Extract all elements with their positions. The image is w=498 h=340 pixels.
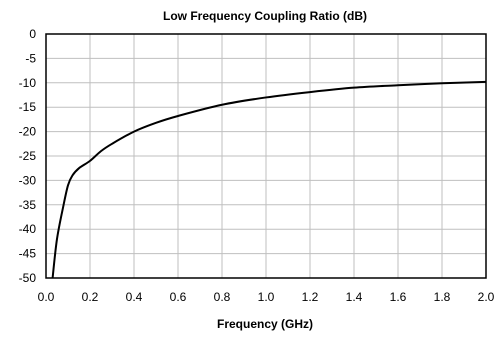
y-tick-label: -50 xyxy=(19,271,37,285)
y-tick-label: -30 xyxy=(19,173,37,187)
y-tick-label: -15 xyxy=(19,100,37,114)
x-tick-label: 2.0 xyxy=(478,290,495,304)
y-tick-label: 0 xyxy=(29,27,36,41)
y-tick-label: -20 xyxy=(19,125,37,139)
x-tick-label: 1.6 xyxy=(390,290,407,304)
x-tick-label: 1.4 xyxy=(346,290,363,304)
x-axis-tick-labels: 0.0 0.2 0.4 0.6 0.8 1.0 1.2 1.4 1.6 1.8 2.0 xyxy=(38,290,495,304)
x-tick-label: 0.4 xyxy=(126,290,143,304)
y-tick-label: -25 xyxy=(19,149,37,163)
gridlines xyxy=(46,34,486,278)
x-tick-label: 1.0 xyxy=(258,290,275,304)
y-tick-label: -5 xyxy=(25,51,36,65)
x-tick-label: 1.2 xyxy=(302,290,319,304)
y-tick-label: -10 xyxy=(19,76,37,90)
x-tick-label: 1.8 xyxy=(434,290,451,304)
y-axis-tick-labels: 0 -5 -10 -15 -20 -25 -30 -35 -40 -45 -50 xyxy=(19,27,37,285)
y-tick-label: -40 xyxy=(19,222,37,236)
x-tick-label: 0.8 xyxy=(214,290,231,304)
x-axis-title: Frequency (GHz) xyxy=(217,317,313,331)
y-tick-label: -35 xyxy=(19,198,37,212)
x-tick-label: 0.0 xyxy=(38,290,55,304)
chart-title: Low Frequency Coupling Ratio (dB) xyxy=(163,9,367,23)
x-tick-label: 0.2 xyxy=(82,290,99,304)
x-tick-label: 0.6 xyxy=(170,290,187,304)
y-tick-label: -45 xyxy=(19,247,37,261)
